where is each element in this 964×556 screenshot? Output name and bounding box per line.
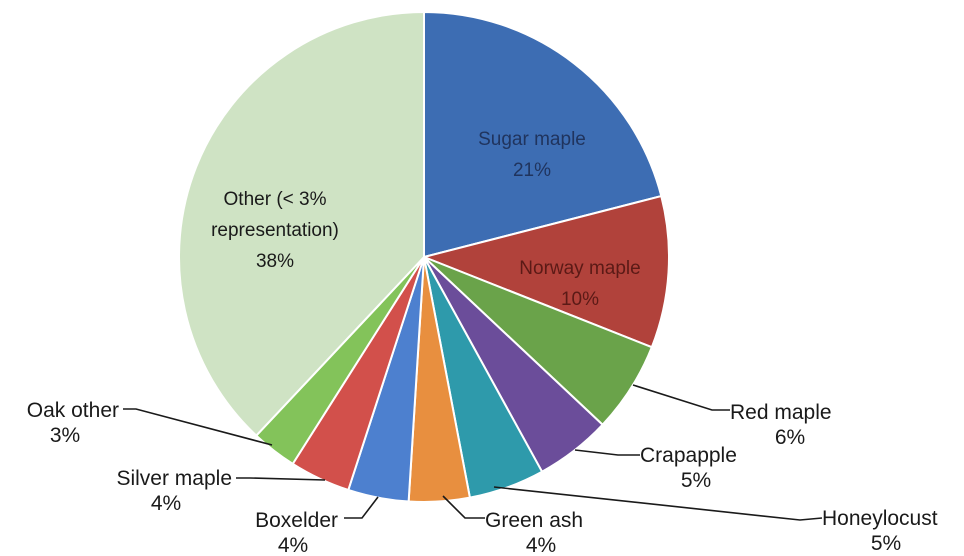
- slice-label-green-ash: Green ash: [485, 509, 583, 532]
- slice-label-oak-other: Oak other: [27, 399, 119, 422]
- pie-slice-other-3-representation: [178, 10, 425, 438]
- leader-line-honeylocust: [493, 486, 823, 521]
- leader-lines: [123, 384, 823, 521]
- slice-label-norway-maple: Norway maple 10%: [519, 258, 640, 310]
- leader-line-green-ash: [442, 495, 485, 519]
- slice-label-boxelder: Boxelder: [255, 509, 338, 532]
- slice-label-silver-maple: Silver maple: [116, 467, 232, 490]
- slice-label-red-maple: Red maple: [730, 401, 832, 424]
- slice-labels: Sugar maple 21% Norway maple 10% Red maple6%…: [27, 129, 938, 556]
- slice-percent-silver-maple: 4%: [151, 492, 181, 515]
- slice-percent-boxelder: 4%: [278, 534, 308, 556]
- leader-line-red-maple: [632, 384, 730, 411]
- slice-percent-green-ash: 4%: [526, 534, 556, 556]
- slice-percent-honeylocust: 5%: [871, 532, 901, 555]
- leader-line-oak-other: [123, 408, 273, 446]
- leader-line-silver-maple: [236, 477, 326, 481]
- pie-slice-norway-maple: [420, 194, 670, 349]
- slice-label-honeylocust: Honeylocust: [822, 507, 938, 530]
- pie-slice-sugar-maple: [423, 10, 663, 259]
- slice-percent-red-maple: 6%: [775, 426, 805, 449]
- leader-line-boxelder: [344, 496, 379, 519]
- slice-label-sugar-maple: Sugar maple 21%: [478, 129, 586, 181]
- slice-label-crapapple: Crapapple: [640, 444, 737, 467]
- slice-percent-oak-other: 3%: [50, 424, 80, 447]
- leader-line-crapapple: [574, 449, 640, 456]
- pie-slices: [178, 10, 670, 503]
- slice-label-other-3-representation: Other (< 3% representation) 38%: [211, 189, 339, 272]
- slice-percent-crapapple: 5%: [681, 469, 711, 492]
